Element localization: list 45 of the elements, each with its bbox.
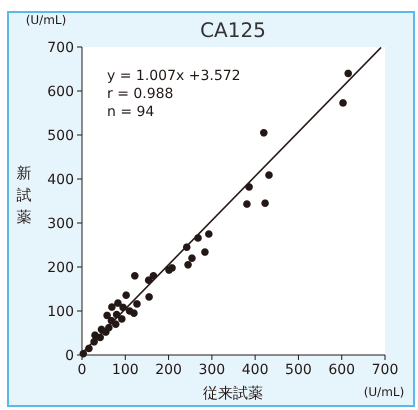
y-tick-label: 300 [47,216,74,232]
point [118,315,126,323]
y-tick-label: 700 [47,40,74,56]
point [108,303,116,311]
x-axis-title: 従来試薬 [203,384,263,402]
point [344,70,352,78]
text: (U/mL) [364,385,404,399]
point [168,264,176,272]
point [184,261,192,269]
y-tick-label: 500 [47,128,74,144]
y-tick-label: 0 [65,348,74,364]
x-tick-label: 200 [155,362,182,378]
text: (U/mL) [26,13,66,27]
point [205,230,213,238]
point [260,129,268,137]
y-tick-label: 200 [47,260,74,276]
point [339,99,347,107]
x-tick-label: 600 [328,362,356,378]
point [130,309,138,317]
point [243,200,251,208]
y-tick-label: 400 [47,172,74,188]
point [114,299,122,307]
x-tick-label: 700 [372,362,398,378]
x-tick-label: 0 [78,362,86,378]
annotation: r = 0.988 [107,86,174,102]
y-tick-label: 600 [47,84,74,100]
point [201,248,209,256]
point [131,272,139,280]
annotation: n = 94 [107,104,154,120]
point [188,254,196,262]
x-tick-label: 500 [285,362,312,378]
point [112,320,120,328]
point [133,300,141,308]
x-tick-label: 400 [242,362,269,378]
chart-title: CA125 [200,18,266,42]
point [103,312,111,320]
x-tick-label: 300 [198,362,226,378]
point [122,291,130,299]
annotation: y = 1.007x +3.572 [107,68,241,84]
point [261,199,269,207]
point [265,171,273,179]
x-tick-label: 100 [112,362,139,378]
y-axis-title: 新試薬 [16,164,32,226]
y-tick-label: 100 [47,304,74,320]
point [145,293,153,301]
